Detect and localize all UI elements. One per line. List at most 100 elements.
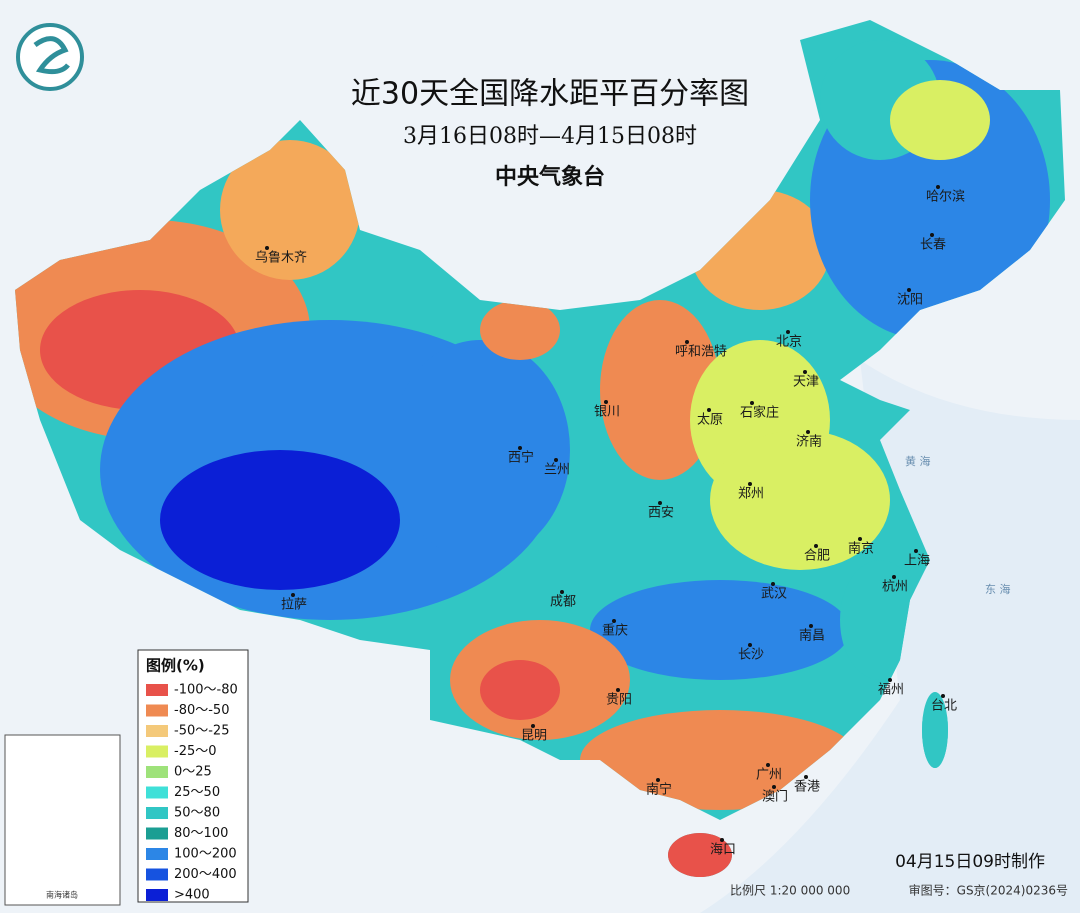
city-label: 西宁 xyxy=(508,450,534,466)
city-dot xyxy=(806,430,810,434)
legend-label: -50～-25 xyxy=(174,724,229,739)
city-label: 哈尔滨 xyxy=(926,189,965,205)
legend-label: >400 xyxy=(174,888,210,903)
city-dot xyxy=(907,288,911,292)
city-dot xyxy=(612,619,616,623)
city-label: 银川 xyxy=(594,405,620,420)
scale: 比例尺 1:20 000 000 xyxy=(730,884,850,898)
city-dot xyxy=(750,401,754,405)
legend-label: 25～50 xyxy=(174,785,220,800)
city-label: 福州 xyxy=(878,683,904,698)
city-dot xyxy=(804,775,808,779)
city-label: 重庆 xyxy=(602,623,628,639)
city-dot xyxy=(809,624,813,628)
city-label: 台北 xyxy=(931,699,957,714)
city-dot xyxy=(814,544,818,548)
city-dot xyxy=(748,643,752,647)
city-dot xyxy=(772,785,776,789)
city-label: 长春 xyxy=(920,238,946,253)
legend-swatch xyxy=(146,786,168,799)
city-label: 兰州 xyxy=(544,463,570,478)
subtitle: 3月16日08时—4月15日08时 xyxy=(403,124,697,149)
legend-swatch xyxy=(146,889,168,901)
sea-label: 东 海 xyxy=(985,582,1011,596)
city-label: 上海 xyxy=(904,554,930,569)
city-dot xyxy=(803,370,807,374)
legend-swatch xyxy=(146,704,168,717)
city-label: 沈阳 xyxy=(897,293,923,308)
city-dot xyxy=(616,688,620,692)
legend-swatch xyxy=(146,807,168,819)
city-dot xyxy=(685,340,689,344)
city-label: 北京 xyxy=(776,335,802,350)
city-label: 杭州 xyxy=(882,580,908,595)
city-label: 成都 xyxy=(550,595,576,610)
city-dot xyxy=(748,482,752,486)
legend-label: -100～-80 xyxy=(174,683,238,698)
city-label: 澳门 xyxy=(762,789,788,805)
city-dot xyxy=(265,246,269,250)
city-dot xyxy=(291,593,295,597)
city-dot xyxy=(888,678,892,682)
city-label: 石家庄 xyxy=(740,405,779,421)
legend-swatch xyxy=(146,868,168,881)
city-dot xyxy=(858,537,862,541)
city-label: 南昌 xyxy=(799,628,825,644)
legend-swatch xyxy=(146,766,168,778)
agency: 中央气象台 xyxy=(495,164,605,190)
legend-swatch xyxy=(146,745,168,758)
legend-swatch xyxy=(146,848,168,860)
city-label: 天津 xyxy=(793,375,819,390)
legend-label: 200～400 xyxy=(174,867,237,882)
city-dot xyxy=(656,778,660,782)
city-dot xyxy=(604,400,608,404)
legend-label: -80～-50 xyxy=(174,703,229,718)
inset-box xyxy=(4,734,121,906)
legend-swatch xyxy=(146,684,168,696)
legend: -100～-80 -80～-50 -50～-25 -25～0 0～25 25～50 50～8… xyxy=(146,683,238,903)
city-label: 合肥 xyxy=(804,549,830,564)
city-dot xyxy=(766,763,770,767)
city-dot xyxy=(531,724,535,728)
city-dot xyxy=(936,185,940,189)
city-dot xyxy=(720,838,724,842)
title: 近30天全国降水距平百分率图 xyxy=(351,77,749,112)
city-dot xyxy=(914,549,918,553)
city-dot xyxy=(554,458,558,462)
city-label: 南京 xyxy=(848,541,874,557)
city-label: 拉萨 xyxy=(281,598,307,613)
legend-label: 50～80 xyxy=(174,806,220,821)
city-dot xyxy=(892,575,896,579)
legend-title: 图例(%) xyxy=(146,657,205,675)
legend-label: 80～100 xyxy=(174,826,228,841)
city-label: 广州 xyxy=(756,768,782,783)
city-dot xyxy=(707,408,711,412)
city-dot xyxy=(771,582,775,586)
sea-label: 黄 海 xyxy=(905,454,931,468)
city-label: 济南 xyxy=(796,434,822,450)
city-dot xyxy=(518,446,522,450)
city-dot xyxy=(658,501,662,505)
city-label: 武汉 xyxy=(761,587,787,602)
city-label: 香港 xyxy=(794,780,820,795)
city-dot xyxy=(941,694,945,698)
city-dot xyxy=(786,330,790,334)
legend-label: 100～200 xyxy=(174,847,237,862)
city-label: 海口 xyxy=(710,843,736,858)
made-time: 04月15日09时制作 xyxy=(895,852,1045,872)
city-label: 郑州 xyxy=(738,487,764,502)
city-dot xyxy=(560,590,564,594)
legend-swatch xyxy=(146,827,168,840)
city-label: 长沙 xyxy=(738,648,764,663)
city-label: 乌鲁木齐 xyxy=(255,250,307,266)
city-dot xyxy=(930,233,934,237)
logo-mark xyxy=(33,36,70,75)
city-label: 呼和浩特 xyxy=(675,345,727,360)
sea xyxy=(700,360,1080,913)
city-label: 南宁 xyxy=(646,782,672,798)
city-label: 西安 xyxy=(648,506,674,521)
review-number: 审图号：GS京(2024)0236号 xyxy=(909,883,1068,898)
legend-label: 0～25 xyxy=(174,765,212,780)
